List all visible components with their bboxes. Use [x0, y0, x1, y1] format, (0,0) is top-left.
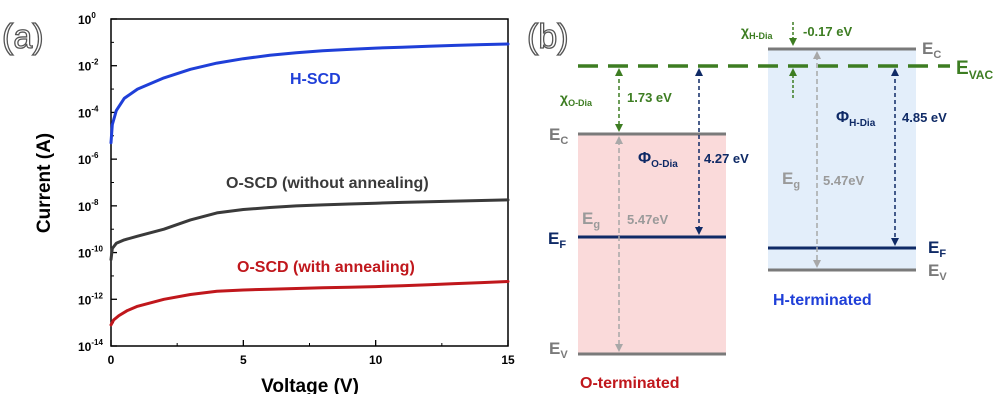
vacuum-level-label: EVAC — [956, 58, 993, 82]
h-eg-value: 5.47eV — [823, 173, 865, 188]
series-line-h-scd — [109, 42, 510, 145]
o-phi-label: ΦO-Dia — [638, 150, 678, 170]
x-tick-label: 0 — [108, 353, 115, 367]
o-eg-label: Eg — [582, 209, 600, 231]
x-tick-label: 15 — [501, 353, 515, 367]
o-chi-label: χO-Dia — [560, 90, 593, 108]
o-ef-label: EF — [548, 229, 566, 251]
panel-a-label: (a) — [2, 18, 44, 56]
h-ec-label: EC — [922, 39, 941, 61]
x-ticks: 0 5 10 15 — [108, 340, 515, 367]
series-label-h-scd: H-SCD — [290, 71, 341, 88]
x-axis-title: Voltage (V) — [261, 376, 359, 394]
series-label-o-scd-with: O-SCD (with annealing) — [237, 259, 415, 276]
panel-b: (b) EVAC EC EF EV χO-Dia 1.73 eV Eg 5.47… — [526, 17, 993, 392]
x-tick-label: 10 — [369, 353, 383, 367]
y-tick-label: 100 — [78, 11, 96, 27]
series-label-o-scd-without: O-SCD (without annealing) — [226, 175, 429, 192]
o-eg-value: 5.47eV — [627, 212, 669, 227]
y-tick-label: 10-10 — [78, 245, 103, 261]
h-eg-label: Eg — [782, 169, 800, 191]
panel-b-label: (b) — [527, 18, 569, 56]
h-phi-value: 4.85 eV — [902, 110, 947, 125]
o-ec-label: EC — [549, 125, 568, 147]
y-tick-label: 10-6 — [78, 151, 99, 167]
series-lines — [109, 42, 510, 327]
h-terminated-region — [768, 49, 916, 271]
h-terminated-title: H-terminated — [773, 292, 872, 309]
o-chi-value: 1.73 eV — [627, 90, 672, 105]
h-chi-label: χH-Dia — [741, 23, 774, 41]
series-line-o-scd-without — [109, 198, 510, 262]
o-phi-value: 4.27 eV — [704, 151, 749, 166]
h-chi-value: -0.17 eV — [803, 24, 852, 39]
x-tick-label: 5 — [240, 353, 247, 367]
y-tick-label: 10-14 — [78, 338, 103, 354]
o-ev-label: EV — [549, 339, 568, 361]
y-tick-label: 10-12 — [78, 291, 103, 307]
y-tick-label: 10-8 — [78, 198, 99, 214]
y-axis-title: Current (A) — [34, 133, 55, 233]
y-tick-label: 10-4 — [78, 104, 99, 120]
y-ticks: 100 10-2 10-4 10-6 10-8 10-10 10-12 10-14 — [78, 11, 117, 354]
o-terminated-title: O-terminated — [580, 375, 680, 392]
y-tick-label: 10-2 — [78, 58, 99, 74]
h-ev-label: EV — [928, 261, 947, 283]
series-line-o-scd-with — [109, 280, 510, 327]
h-ef-label: EF — [928, 238, 946, 260]
h-phi-label: ΦH-Dia — [836, 109, 876, 129]
